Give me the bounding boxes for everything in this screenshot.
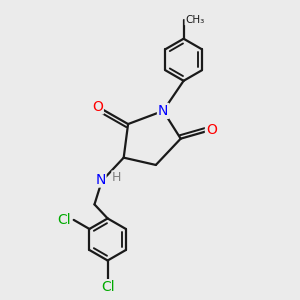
Text: Cl: Cl	[57, 213, 71, 227]
Text: Cl: Cl	[101, 280, 114, 294]
Text: CH₃: CH₃	[185, 15, 204, 25]
Text: N: N	[158, 104, 168, 118]
Text: O: O	[206, 123, 217, 137]
Text: N: N	[95, 172, 106, 187]
Text: O: O	[92, 100, 103, 113]
Text: H: H	[112, 171, 122, 184]
